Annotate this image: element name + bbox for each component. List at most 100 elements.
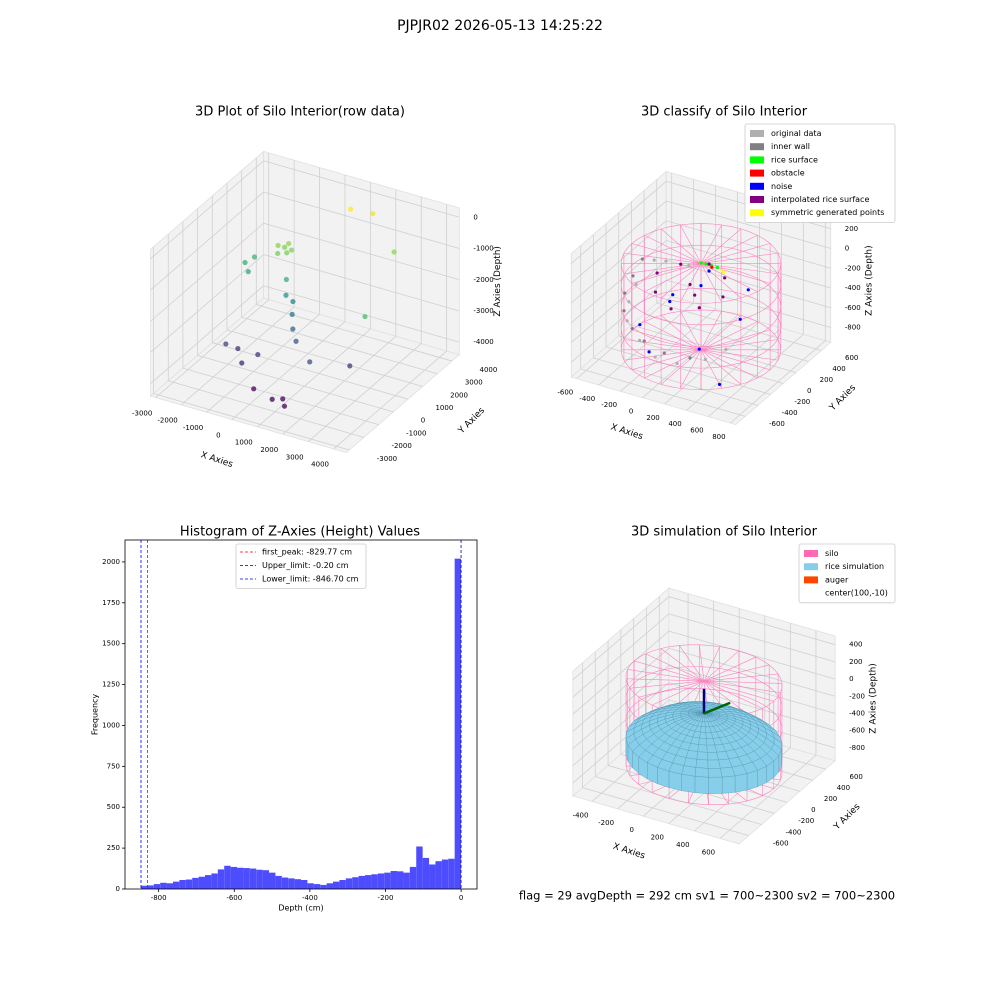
bar	[320, 884, 327, 889]
y-tick-label: 750	[107, 762, 120, 770]
bar	[147, 885, 154, 889]
grid-line	[668, 682, 836, 732]
point	[627, 300, 631, 304]
z-tick-label: 400	[849, 641, 862, 649]
bar	[160, 882, 167, 889]
x-axis-label: Depth (cm)	[278, 904, 323, 913]
silo-spoke	[660, 315, 702, 351]
legend-swatch	[804, 563, 818, 571]
point	[717, 382, 722, 387]
grid-line	[668, 647, 836, 697]
x-tick-label: -400	[573, 811, 589, 819]
surface-patch	[708, 776, 723, 794]
surface-patch	[695, 759, 709, 769]
point	[669, 307, 673, 311]
grid-line	[631, 324, 797, 373]
legend-swatch	[804, 550, 818, 557]
bar	[237, 867, 244, 889]
legend-label: center(100,-10)	[825, 589, 888, 598]
bar	[269, 872, 276, 889]
point	[642, 339, 646, 343]
silo-wireframe	[620, 223, 782, 391]
legend-label: obstacle	[771, 169, 805, 178]
footer: flag = 29 avgDepth = 292 cm sv1 = 700~23…	[519, 889, 895, 903]
grid-line	[666, 240, 831, 289]
bar	[140, 885, 148, 889]
legend-box	[235, 543, 367, 589]
point	[699, 284, 703, 288]
y-tick-label: 400	[832, 365, 845, 373]
point	[697, 306, 701, 310]
silo-spoke	[623, 339, 702, 351]
point	[283, 292, 289, 298]
x-tick-label: -200	[378, 894, 394, 902]
bar	[339, 880, 346, 889]
point	[235, 345, 241, 352]
bar	[281, 877, 289, 889]
chart-title: 3D classify of Silo Interior	[641, 105, 808, 120]
point	[622, 309, 626, 313]
y-tick-label: 1000	[435, 404, 453, 412]
bar	[384, 872, 391, 889]
legend-label: first_peak: -829.77 cm	[262, 548, 352, 557]
x-tick-label: 0	[459, 894, 463, 902]
silo-spoke	[680, 263, 702, 303]
silo-spoke	[700, 252, 779, 264]
z-tick-label: -2000	[473, 276, 493, 284]
point	[288, 247, 295, 253]
silo-spoke	[627, 669, 705, 682]
y-axis-label: Y Axies	[456, 406, 487, 437]
grid-line	[231, 321, 346, 420]
bar	[294, 879, 302, 889]
point	[251, 386, 257, 392]
point	[699, 261, 703, 265]
silo-spoke	[700, 228, 742, 264]
y-tick-label: -400	[785, 828, 801, 836]
grid-line	[666, 200, 831, 249]
bar	[205, 875, 212, 889]
x-tick-label: -600	[557, 389, 573, 397]
grid-line	[212, 342, 409, 400]
bar	[409, 866, 417, 889]
silo-spoke	[660, 648, 705, 682]
surface-patch	[697, 744, 708, 753]
legend-label: auger	[825, 575, 849, 584]
bar	[435, 861, 442, 889]
bar	[217, 869, 225, 889]
z-tick-label: 200	[845, 225, 858, 233]
point	[631, 274, 635, 278]
x-tick-label: -3000	[132, 409, 152, 417]
grid-line	[666, 279, 831, 328]
silo-spoke	[631, 349, 702, 371]
bar	[358, 875, 366, 889]
bar	[256, 869, 263, 889]
bar	[397, 871, 404, 889]
silo-spoke	[700, 224, 722, 264]
y-tick-label: 600	[845, 354, 858, 362]
grid-line	[226, 329, 423, 387]
point	[707, 262, 711, 266]
x-axis-label: X Axies	[609, 422, 644, 442]
z-tick-label: -200	[849, 692, 865, 700]
silo-spoke	[700, 349, 722, 389]
y-tick-label: 250	[107, 844, 120, 852]
silo-spoke	[660, 349, 702, 385]
bar	[441, 859, 449, 889]
bar	[275, 875, 282, 889]
surface-patch	[698, 737, 707, 746]
silo-spoke	[703, 664, 770, 682]
z-tick-label: -1000	[473, 245, 493, 253]
suptitle: PJPJR02 2026-05-13 14:25:22	[397, 18, 603, 34]
point	[286, 240, 292, 247]
legend-box	[798, 543, 896, 604]
y-tick-label: 1500	[102, 640, 120, 648]
point	[721, 295, 725, 299]
x-tick-label: -1000	[183, 424, 203, 432]
grid-line	[241, 316, 438, 375]
z-tick-label: -800	[849, 744, 865, 752]
x-tick-label: 3000	[286, 453, 304, 461]
legend-label: Lower_limit: -846.70 cm	[262, 575, 359, 584]
silo-spoke	[644, 321, 702, 351]
bar	[224, 865, 231, 889]
point	[687, 263, 691, 267]
